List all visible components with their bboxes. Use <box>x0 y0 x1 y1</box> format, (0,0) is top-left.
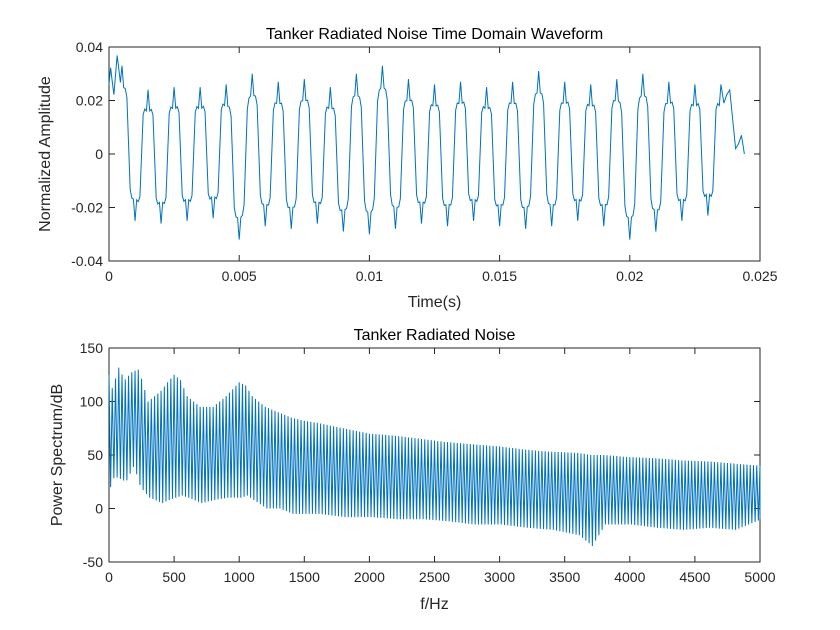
x-tick-label: 2500 <box>419 569 450 585</box>
spectrum-plot-ylabel: Power Spectrum/dB <box>49 384 66 526</box>
x-tick-label: 0.01 <box>356 268 383 284</box>
time-plot-frame <box>108 46 761 262</box>
y-tick-label: -0.04 <box>71 253 103 269</box>
x-tick-label: 4000 <box>614 569 645 585</box>
y-tick-label: -50 <box>83 554 103 570</box>
x-tick-label: 0 <box>105 569 113 585</box>
x-tick-label: 0.005 <box>222 268 257 284</box>
time-waveform-line <box>108 55 745 240</box>
x-tick-label: 3500 <box>549 569 580 585</box>
y-tick-label: 100 <box>80 394 104 410</box>
time-plot-xlabel: Time(s) <box>408 294 462 311</box>
time-plot-tick-labels: 0 0.005 0.01 0.015 0.02 0.025 -0.04 -0.02 0 0.02 0… <box>71 39 778 284</box>
time-plot-ticks <box>108 46 761 262</box>
x-tick-label: 500 <box>162 569 186 585</box>
y-tick-label: -0.02 <box>71 200 103 216</box>
y-tick-label: 0.02 <box>76 93 103 109</box>
x-tick-label: 2000 <box>354 569 385 585</box>
y-tick-label: 150 <box>80 340 104 356</box>
time-domain-plot: 0 0.005 0.01 0.015 0.02 0.025 -0.04 -0.02 0 0.02 0… <box>37 26 778 311</box>
y-tick-label: 50 <box>87 447 103 463</box>
time-plot-title: Tanker Radiated Noise Time Domain Wavefo… <box>266 26 603 43</box>
x-tick-label: 0 <box>105 268 113 284</box>
spectrum-plot-title: Tanker Radiated Noise <box>354 327 516 344</box>
y-tick-label: 0 <box>95 501 103 517</box>
x-tick-label: 1500 <box>289 569 320 585</box>
y-tick-label: 0 <box>95 146 103 162</box>
x-tick-label: 1000 <box>224 569 255 585</box>
x-tick-label: 0.02 <box>616 268 643 284</box>
spectrum-plot-tick-labels: 0 500 1000 1500 2000 2500 3000 3500 4000 4500 5000… <box>80 340 776 585</box>
x-tick-label: 3000 <box>484 569 515 585</box>
x-tick-label: 4500 <box>679 569 710 585</box>
spectrum-plot-xlabel: f/Hz <box>420 596 448 613</box>
x-tick-label: 5000 <box>744 569 775 585</box>
time-plot-ylabel: Normalized Amplitude <box>37 76 54 232</box>
y-tick-label: 0.04 <box>76 39 103 55</box>
x-tick-label: 0.015 <box>482 268 517 284</box>
power-spectrum-line <box>108 367 761 546</box>
spectrum-plot: 0 500 1000 1500 2000 2500 3000 3500 4000 4500 5000… <box>49 327 776 613</box>
x-tick-label: 0.025 <box>742 268 777 284</box>
